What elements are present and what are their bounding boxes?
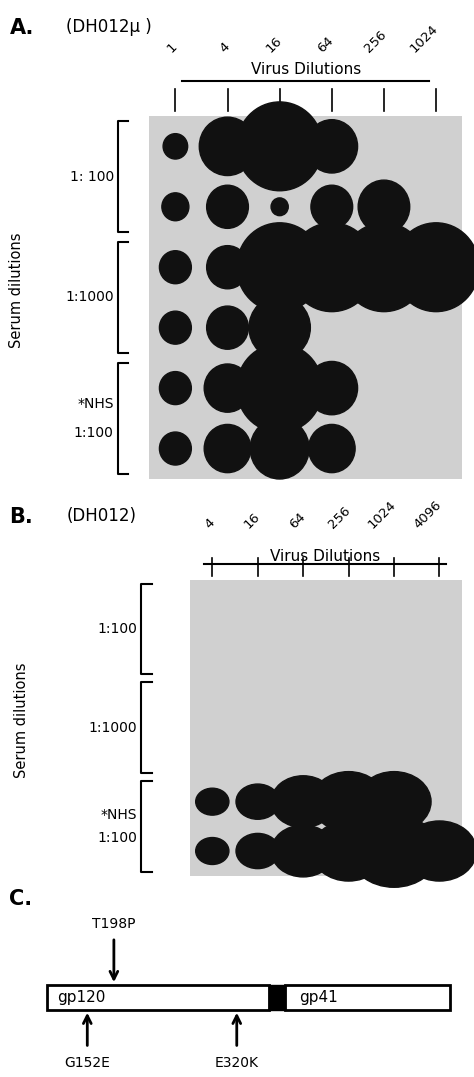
Circle shape <box>159 372 191 405</box>
Circle shape <box>162 193 189 221</box>
Text: 1:1000: 1:1000 <box>89 721 137 735</box>
Circle shape <box>199 117 256 176</box>
Circle shape <box>207 306 248 349</box>
Text: C.: C. <box>9 890 33 909</box>
Text: 1: 1 <box>165 40 180 55</box>
Circle shape <box>271 775 335 827</box>
Text: Virus Dilutions: Virus Dilutions <box>251 62 361 78</box>
Circle shape <box>204 424 251 473</box>
Circle shape <box>402 821 474 881</box>
Text: 1:100: 1:100 <box>98 830 137 844</box>
Circle shape <box>311 771 386 831</box>
Text: T198P: T198P <box>92 918 136 932</box>
Text: 1:100: 1:100 <box>98 623 137 635</box>
Text: 1024: 1024 <box>366 499 399 532</box>
Text: 4: 4 <box>202 517 217 532</box>
Text: 1: 100: 1: 100 <box>70 169 114 183</box>
Text: (DH012μ ): (DH012μ ) <box>66 18 152 37</box>
Circle shape <box>271 198 288 215</box>
Text: E320K: E320K <box>215 1055 259 1069</box>
Text: gp120: gp120 <box>57 990 105 1005</box>
Circle shape <box>271 825 335 877</box>
Circle shape <box>159 251 191 283</box>
Bar <box>47 985 269 1010</box>
Circle shape <box>207 246 248 289</box>
Circle shape <box>311 185 353 228</box>
Text: Serum dilutions: Serum dilutions <box>9 233 24 348</box>
Text: (DH012): (DH012) <box>66 506 137 524</box>
Circle shape <box>207 185 248 228</box>
Text: Virus Dilutions: Virus Dilutions <box>270 549 380 564</box>
Circle shape <box>163 134 188 159</box>
Text: 4096: 4096 <box>411 499 444 532</box>
Circle shape <box>237 223 323 311</box>
Circle shape <box>306 362 357 415</box>
Circle shape <box>237 344 323 433</box>
Circle shape <box>341 223 427 311</box>
Circle shape <box>159 311 191 345</box>
Circle shape <box>249 296 310 360</box>
Circle shape <box>306 120 357 173</box>
Circle shape <box>159 432 191 465</box>
Circle shape <box>349 814 439 887</box>
Text: 4: 4 <box>217 40 232 55</box>
Bar <box>285 985 450 1010</box>
Text: 16: 16 <box>241 510 263 532</box>
Text: gp41: gp41 <box>300 990 338 1005</box>
Text: 64: 64 <box>316 33 337 55</box>
Bar <box>269 985 285 1010</box>
Circle shape <box>311 821 386 881</box>
Text: 1:100: 1:100 <box>74 426 114 440</box>
Circle shape <box>237 102 323 191</box>
Text: *NHS: *NHS <box>101 808 137 822</box>
Circle shape <box>204 364 251 412</box>
Circle shape <box>358 180 410 234</box>
Text: 64: 64 <box>287 510 308 532</box>
Text: G152E: G152E <box>64 1055 110 1069</box>
Text: 256: 256 <box>326 504 353 532</box>
Text: Serum dilutions: Serum dilutions <box>14 662 29 778</box>
Circle shape <box>357 771 431 831</box>
Bar <box>190 579 462 876</box>
Circle shape <box>236 834 280 869</box>
Circle shape <box>196 838 229 865</box>
Text: 1024: 1024 <box>408 22 441 55</box>
Text: 256: 256 <box>362 28 389 55</box>
Circle shape <box>236 784 280 820</box>
Circle shape <box>289 223 375 311</box>
Text: 16: 16 <box>263 33 284 55</box>
Text: *NHS: *NHS <box>77 396 114 410</box>
Circle shape <box>196 788 229 815</box>
Bar <box>149 116 462 479</box>
Text: A.: A. <box>9 18 34 38</box>
Circle shape <box>393 223 474 311</box>
Text: B.: B. <box>9 506 33 527</box>
Text: 1:1000: 1:1000 <box>65 291 114 305</box>
Circle shape <box>250 418 309 479</box>
Circle shape <box>309 424 355 473</box>
